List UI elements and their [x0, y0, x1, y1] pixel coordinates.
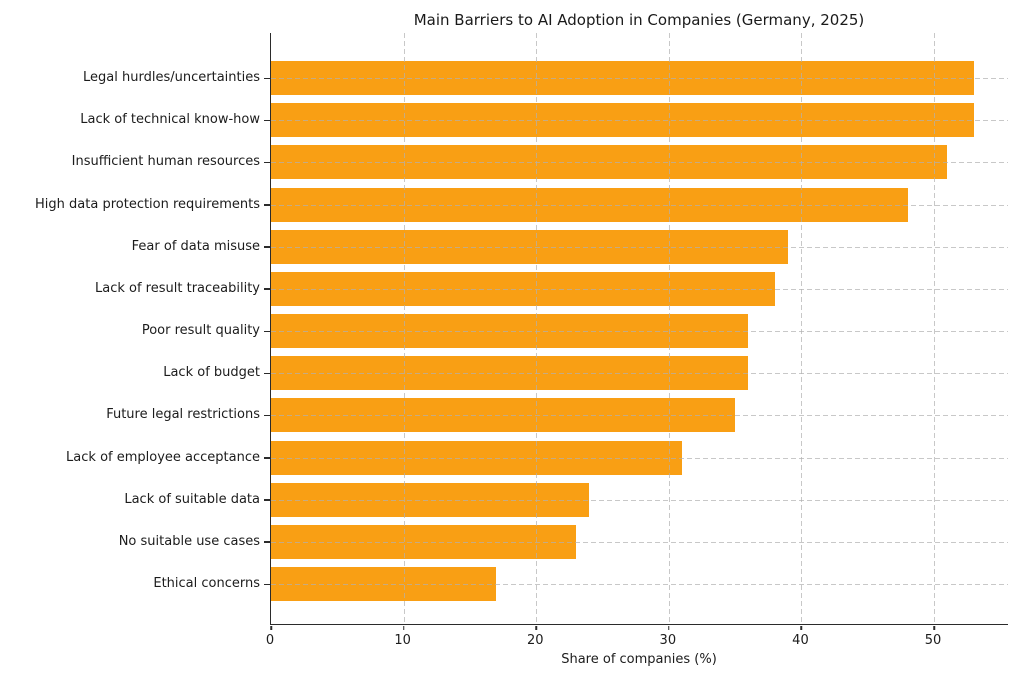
y-tick-mark — [264, 77, 270, 79]
y-tick-mark — [264, 288, 270, 290]
x-tick-mark — [402, 625, 405, 630]
y-tick-mark — [264, 457, 270, 459]
x-tick-label: 30 — [659, 633, 677, 648]
horizontal-gridline — [271, 246, 1008, 248]
horizontal-gridline — [271, 162, 1008, 164]
y-tick-label: Lack of budget — [163, 365, 260, 381]
horizontal-gridline — [271, 415, 1008, 417]
y-tick-mark — [264, 204, 270, 206]
y-tick-mark — [264, 499, 270, 501]
y-tick-mark — [264, 414, 270, 417]
y-tick-mark — [264, 583, 270, 586]
vertical-gridline — [668, 33, 670, 624]
x-tick-mark — [535, 625, 537, 630]
horizontal-gridline — [271, 331, 1008, 333]
vertical-gridline — [403, 33, 405, 624]
x-tick-label: 0 — [265, 633, 275, 648]
horizontal-gridline — [271, 499, 1008, 501]
y-tick-label: Lack of employee acceptance — [66, 449, 260, 465]
x-axis-label: Share of companies (%) — [561, 652, 717, 667]
y-tick-label: Insufficient human resources — [71, 154, 260, 170]
plot-area — [270, 33, 1008, 630]
x-tick-mark — [270, 625, 272, 630]
x-tick-label: 20 — [526, 633, 544, 648]
y-tick-label: No suitable use cases — [118, 533, 260, 549]
x-tick-label: 10 — [394, 633, 411, 648]
x-tick-mark — [668, 625, 670, 630]
vertical-gridline — [801, 33, 803, 624]
vertical-gridline — [934, 33, 936, 624]
x-tick-mark — [800, 625, 803, 630]
x-tick-label: 40 — [792, 633, 809, 648]
y-tick-label: Ethical concerns — [153, 576, 260, 592]
horizontal-gridline — [271, 288, 1008, 290]
y-tick-label: Legal hurdles/uncertainties — [83, 70, 260, 85]
horizontal-gridline — [271, 78, 1008, 79]
y-tick-mark — [264, 372, 270, 375]
vertical-gridline — [536, 33, 538, 624]
x-tick-label: 50 — [924, 633, 942, 648]
y-tick-label: Poor result quality — [141, 323, 260, 339]
chart-title: Main Barriers to AI Adoption in Companie… — [413, 11, 865, 29]
y-tick-mark — [264, 119, 270, 122]
y-tick-label: Future legal restrictions — [106, 407, 260, 423]
y-tick-label: Lack of result traceability — [95, 280, 260, 296]
y-tick-mark — [264, 541, 270, 543]
horizontal-gridline — [271, 541, 1008, 543]
horizontal-gridline — [271, 204, 1008, 206]
y-tick-mark — [264, 246, 270, 248]
y-tick-label: High data protection requirements — [35, 196, 260, 212]
horizontal-gridline — [271, 457, 1008, 459]
y-tick-label: Lack of suitable data — [124, 491, 260, 507]
horizontal-gridline — [271, 584, 1008, 586]
y-tick-mark — [264, 330, 270, 333]
y-tick-label: Lack of technical know-how — [80, 112, 260, 128]
y-tick-label: Fear of data misuse — [131, 238, 260, 254]
x-tick-mark — [933, 625, 935, 630]
horizontal-gridline — [271, 120, 1008, 122]
horizontal-gridline — [271, 373, 1008, 375]
y-tick-mark — [264, 161, 270, 164]
